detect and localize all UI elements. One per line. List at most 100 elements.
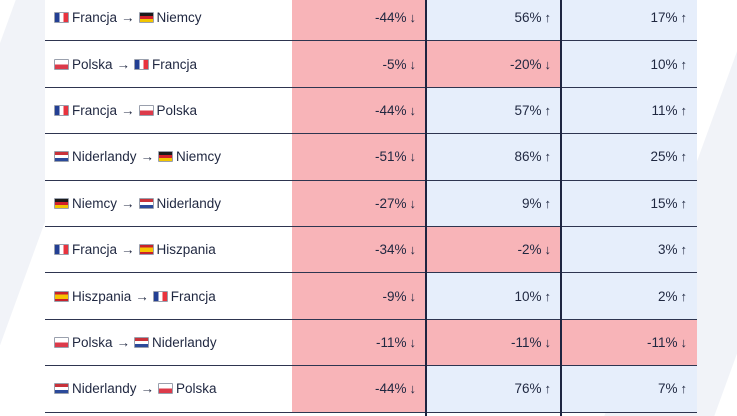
change-value: 10% [514, 288, 542, 304]
change-cell: 10% ↑ [561, 41, 697, 87]
change-value: 9% [521, 195, 542, 211]
trend-arrow-icon: ↑ [680, 242, 688, 258]
trend-arrow-icon: ↓ [409, 56, 417, 72]
change-value: -34% [374, 242, 407, 258]
column-divider [425, 0, 427, 416]
table-row: Niderlandy → Niemcy -51% ↓ 86% ↑ 25% ↑ [45, 134, 697, 181]
trend-arrow-icon: ↓ [409, 334, 417, 350]
change-value: -9% [382, 288, 407, 304]
change-value: -44% [374, 102, 407, 118]
change-value: 10% [650, 56, 678, 72]
route-cell: Francja → Niemcy [45, 0, 292, 41]
destination-country: Niderlandy [156, 195, 222, 211]
change-value: 86% [514, 149, 542, 165]
route-arrow: → [116, 334, 131, 350]
flag-icon [138, 104, 154, 116]
flag-icon [54, 290, 69, 302]
change-value: 7% [657, 381, 678, 397]
route-arrow: → [121, 102, 135, 118]
table-row: Francja → Niemcy -44% ↓ 56% ↑ 17% ↑ [45, 0, 697, 42]
trend-arrow-icon: ↑ [544, 149, 552, 165]
change-value: 11% [651, 102, 678, 118]
change-cell: 86% ↑ [426, 134, 561, 180]
change-cell: -5% ↓ [292, 41, 426, 87]
trend-arrow-icon: ↑ [544, 381, 552, 397]
flag-icon [54, 197, 69, 209]
destination-country: Polska [156, 102, 198, 118]
trend-arrow-icon: ↓ [409, 288, 417, 304]
table-row: Niemcy → Niderlandy -27% ↓ 9% ↑ 15% ↑ [45, 180, 697, 227]
table-row: Polska → Francja -5% ↓ -20% ↓ 10% ↑ [45, 41, 697, 88]
change-value: 57% [514, 102, 542, 118]
change-cell: -11% ↓ [292, 319, 426, 366]
change-value: -2% [517, 242, 542, 258]
change-cell: 56% ↑ [426, 0, 561, 41]
destination-country: Francja [170, 288, 216, 304]
change-cell: -9% ↓ [292, 273, 426, 319]
change-cell: -2% ↓ [426, 226, 561, 273]
route-arrow: → [135, 288, 149, 304]
trend-arrow-icon: ↓ [680, 334, 688, 350]
flag-icon [158, 383, 174, 395]
trend-arrow-icon: ↓ [544, 242, 552, 258]
destination-country: Niderlandy [152, 334, 217, 350]
change-value: 17% [650, 10, 678, 26]
change-cell: -20% ↓ [426, 41, 561, 87]
trend-arrow-icon: ↓ [544, 334, 552, 350]
destination-country: Niemcy [156, 10, 202, 26]
change-value: 25% [650, 149, 678, 165]
change-value: -44% [374, 10, 407, 26]
table-row: Polska → Niderlandy -11% ↓ -11% ↓ -11% ↓ [45, 319, 697, 367]
table-row: Hiszpania → Francja -9% ↓ 10% ↑ 2% ↑ [45, 273, 697, 320]
destination-country: Polska [176, 381, 217, 397]
trend-arrow-icon: ↑ [680, 195, 688, 211]
trend-arrow-icon: ↑ [544, 10, 552, 26]
change-value: 15% [650, 195, 678, 211]
flag-icon [138, 12, 154, 24]
route-arrow: → [140, 381, 155, 397]
change-value: -51% [374, 149, 407, 165]
change-cell: 10% ↑ [426, 273, 561, 319]
change-cell: -44% ↓ [292, 87, 426, 134]
flag-icon [138, 244, 154, 256]
origin-country: Francja [72, 10, 118, 26]
route-cell: Hiszpania → Francja [45, 273, 292, 319]
change-cell: 76% ↑ [426, 366, 561, 412]
route-arrow: → [121, 195, 135, 211]
table-row: Francja → Polska -44% ↓ 57% ↑ 11% ↑ [45, 87, 697, 135]
trend-arrow-icon: ↑ [680, 10, 688, 26]
trend-arrow-icon: ↓ [409, 195, 417, 211]
origin-country: Polska [72, 334, 113, 350]
route-cell: Niemcy → Niderlandy [45, 180, 292, 226]
origin-country: Francja [72, 102, 118, 118]
origin-country: Niderlandy [72, 381, 137, 397]
change-value: -11% [375, 334, 407, 350]
flag-icon [54, 383, 69, 395]
change-value: -44% [374, 381, 407, 397]
flag-icon [158, 151, 174, 163]
route-cell: Polska → Niderlandy [45, 319, 292, 366]
trend-arrow-icon: ↑ [680, 381, 688, 397]
flag-icon [152, 290, 168, 302]
change-cell: -51% ↓ [292, 134, 426, 180]
trend-arrow-icon: ↓ [409, 102, 417, 118]
change-cell: 7% ↑ [561, 366, 697, 412]
origin-country: Hiszpania [72, 288, 132, 304]
trend-arrow-icon: ↑ [680, 56, 688, 72]
change-cell: 25% ↑ [561, 134, 697, 180]
flag-icon [54, 244, 69, 256]
route-cell: Francja → Hiszpania [45, 226, 292, 273]
trend-arrow-icon: ↑ [544, 195, 552, 211]
change-cell: -44% ↓ [292, 366, 426, 412]
route-arrow: → [121, 242, 135, 258]
trend-arrow-icon: ↓ [409, 381, 417, 397]
trend-arrow-icon: ↑ [680, 102, 688, 118]
column-divider [560, 0, 562, 416]
route-cell: Niderlandy → Polska [45, 366, 292, 412]
destination-country: Niemcy [176, 149, 222, 165]
flag-icon [134, 336, 150, 348]
change-value: -20% [509, 56, 542, 72]
flag-icon [54, 12, 69, 24]
flag-icon [54, 58, 69, 70]
change-cell: 9% ↑ [426, 180, 561, 226]
